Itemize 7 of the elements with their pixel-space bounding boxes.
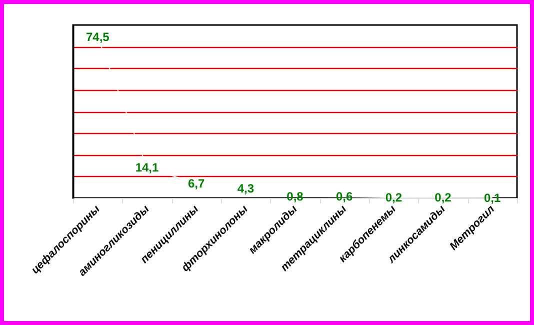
data-label: 6,7 <box>188 176 205 191</box>
data-label: 4,3 <box>237 182 254 196</box>
data-label: 0,1 <box>484 190 501 205</box>
data-label: 0,2 <box>385 190 402 205</box>
data-label: 14,1 <box>135 160 159 175</box>
data-label: 0,2 <box>434 190 452 205</box>
data-label: 74,5 <box>86 30 110 44</box>
